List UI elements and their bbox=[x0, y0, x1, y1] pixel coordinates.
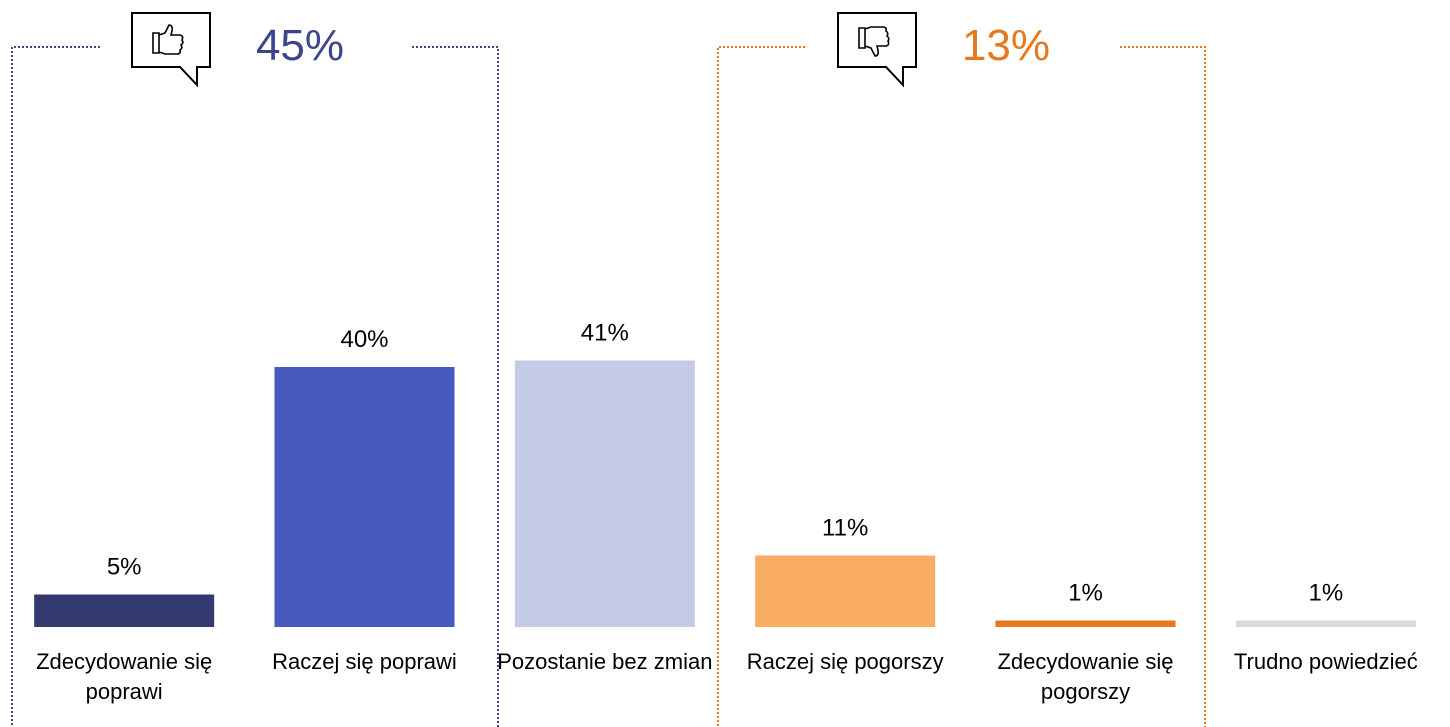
value-label: 1% bbox=[1308, 580, 1343, 607]
value-label: 1% bbox=[1068, 580, 1103, 607]
group-total: 13% bbox=[962, 21, 1050, 70]
value-label: 11% bbox=[822, 515, 868, 542]
value-label: 41% bbox=[581, 320, 629, 347]
category-label: Zdecydowanie się pogorszy bbox=[997, 649, 1174, 704]
positive-group bbox=[11, 46, 499, 727]
category-label: Zdecydowanie się poprawi bbox=[36, 649, 213, 704]
category-label: Raczej się pogorszy bbox=[746, 649, 944, 674]
thumbs-up-icon bbox=[131, 12, 211, 88]
bar bbox=[755, 555, 936, 627]
category-label: Trudno powiedzieć bbox=[1233, 649, 1418, 674]
value-label: 5% bbox=[107, 554, 142, 581]
negative-group bbox=[717, 46, 1206, 727]
thumbs-down-icon bbox=[837, 12, 917, 88]
bar bbox=[274, 367, 455, 627]
category-label: Pozostanie bez zmian bbox=[497, 649, 713, 674]
bar bbox=[514, 360, 695, 627]
value-label: 40% bbox=[340, 326, 388, 353]
bar bbox=[1235, 620, 1416, 627]
group-border bbox=[1120, 46, 1206, 727]
bar bbox=[34, 594, 215, 627]
group-total: 45% bbox=[256, 21, 344, 70]
group-border bbox=[11, 46, 100, 727]
category-label: Raczej się poprawi bbox=[272, 649, 457, 674]
group-border bbox=[717, 46, 805, 727]
group-border bbox=[412, 46, 499, 727]
bar bbox=[995, 620, 1176, 627]
